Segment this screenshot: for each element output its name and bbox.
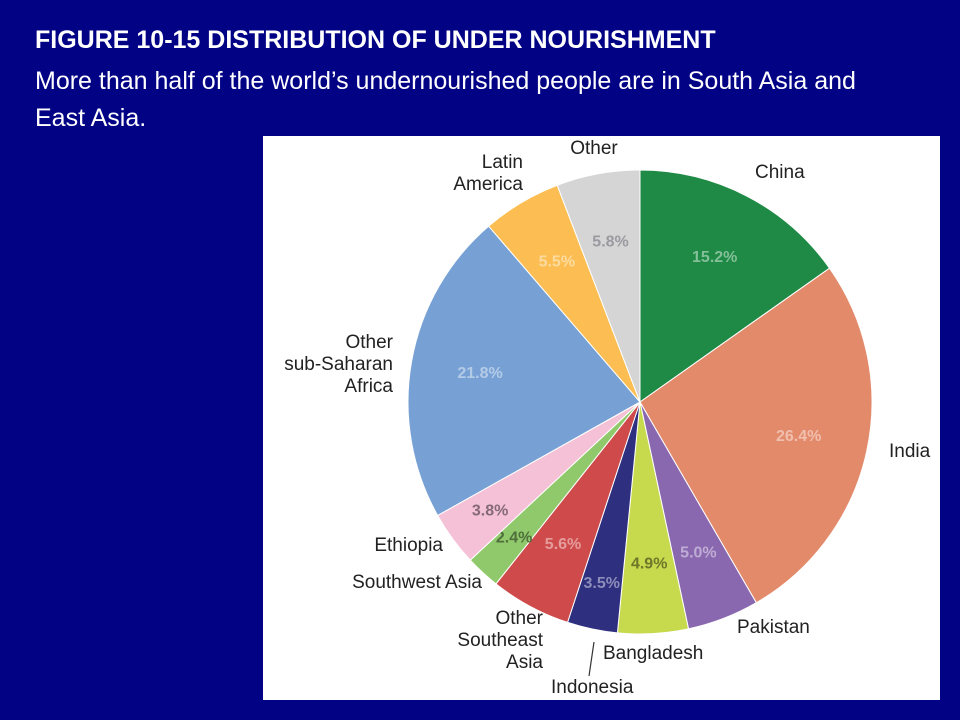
chart-title: FIGURE 10-15 DISTRIBUTION OF UNDER NOURI… [35,26,716,54]
value-label: 3.5% [584,575,620,592]
category-label: Other sub-Saharan Africa [284,332,393,397]
value-label: 5.5% [539,254,575,271]
pie-slice [639,267,873,604]
value-label: 5.8% [592,234,628,251]
value-label: 3.8% [472,503,508,520]
category-label: Bangladesh [603,643,704,664]
value-label: 5.0% [680,545,716,562]
category-label: Southwest Asia [352,572,482,593]
chart-subtitle: More than half of the world’s undernouri… [35,67,856,132]
value-label: 15.2% [692,249,737,266]
value-label: 4.9% [631,555,667,572]
category-label: Pakistan [737,617,810,638]
category-label: Other Southeast Asia [457,608,543,673]
category-label: Ethiopia [374,535,443,556]
category-label: Indonesia [551,677,634,698]
leader-line [588,641,595,677]
category-label: India [889,441,931,462]
category-label: Latin America [453,152,523,195]
pie-slice [639,169,831,403]
category-label: China [755,162,805,183]
value-label: 21.8% [457,365,502,382]
value-label: 26.4% [776,428,821,445]
value-label: 5.6% [545,536,581,553]
pie-slice [556,169,641,403]
value-label: 2.4% [496,530,532,547]
category-label: Other [570,138,618,159]
pie-slice [407,225,641,517]
